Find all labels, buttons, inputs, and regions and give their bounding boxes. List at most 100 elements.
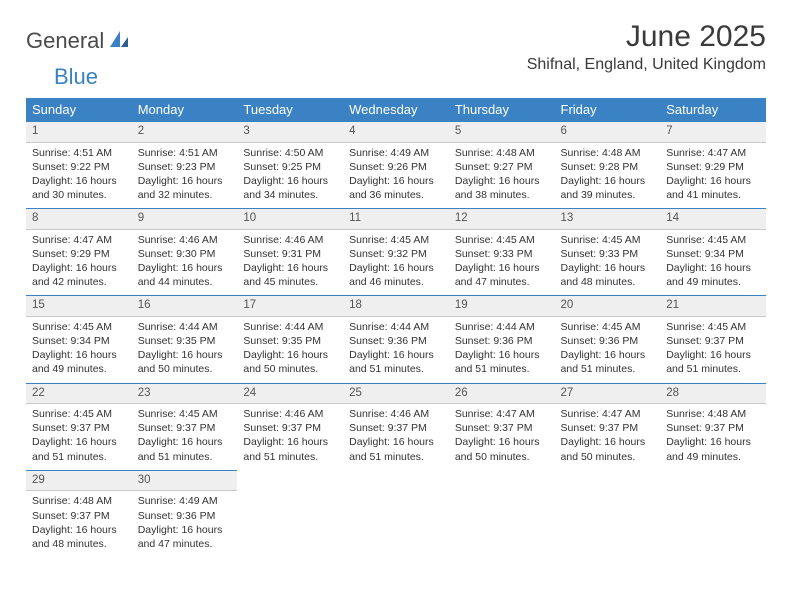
day-number: 15 (26, 295, 132, 317)
sunset-line: Sunset: 9:36 PM (138, 509, 232, 523)
day-body: Sunrise: 4:45 AMSunset: 9:36 PMDaylight:… (555, 317, 661, 383)
calendar-cell: 16Sunrise: 4:44 AMSunset: 9:35 PMDayligh… (132, 295, 238, 382)
day-body: Sunrise: 4:45 AMSunset: 9:34 PMDaylight:… (26, 317, 132, 383)
calendar-cell: 22Sunrise: 4:45 AMSunset: 9:37 PMDayligh… (26, 383, 132, 470)
day-number: 20 (555, 295, 661, 317)
sunset-line: Sunset: 9:23 PM (138, 160, 232, 174)
daylight-line: Daylight: 16 hours and 49 minutes. (666, 261, 760, 289)
daylight-line: Daylight: 16 hours and 48 minutes. (561, 261, 655, 289)
day-number: 11 (343, 208, 449, 230)
day-body: Sunrise: 4:51 AMSunset: 9:22 PMDaylight:… (26, 143, 132, 209)
sunrise-line: Sunrise: 4:45 AM (666, 320, 760, 334)
day-number: 2 (132, 121, 238, 143)
sunrise-line: Sunrise: 4:46 AM (243, 407, 337, 421)
calendar-cell: 23Sunrise: 4:45 AMSunset: 9:37 PMDayligh… (132, 383, 238, 470)
daylight-line: Daylight: 16 hours and 51 minutes. (455, 348, 549, 376)
daylight-line: Daylight: 16 hours and 47 minutes. (138, 523, 232, 551)
day-body: Sunrise: 4:45 AMSunset: 9:33 PMDaylight:… (555, 230, 661, 296)
daylight-line: Daylight: 16 hours and 46 minutes. (349, 261, 443, 289)
day-body: Sunrise: 4:45 AMSunset: 9:37 PMDaylight:… (660, 317, 766, 383)
logo-text-blue: Blue (54, 64, 98, 90)
sunrise-line: Sunrise: 4:47 AM (666, 146, 760, 160)
calendar-cell: 30Sunrise: 4:49 AMSunset: 9:36 PMDayligh… (132, 470, 238, 557)
calendar-cell: 4Sunrise: 4:49 AMSunset: 9:26 PMDaylight… (343, 121, 449, 208)
calendar-cell: 20Sunrise: 4:45 AMSunset: 9:36 PMDayligh… (555, 295, 661, 382)
daylight-line: Daylight: 16 hours and 51 minutes. (32, 435, 126, 463)
calendar-cell: 13Sunrise: 4:45 AMSunset: 9:33 PMDayligh… (555, 208, 661, 295)
daylight-line: Daylight: 16 hours and 49 minutes. (666, 435, 760, 463)
daylight-line: Daylight: 16 hours and 39 minutes. (561, 174, 655, 202)
weekday-header: Thursday (449, 98, 555, 121)
daylight-line: Daylight: 16 hours and 50 minutes. (138, 348, 232, 376)
calendar-cell (237, 470, 343, 557)
calendar-cell (555, 470, 661, 557)
sunset-line: Sunset: 9:37 PM (666, 334, 760, 348)
calendar-cell: 6Sunrise: 4:48 AMSunset: 9:28 PMDaylight… (555, 121, 661, 208)
sunset-line: Sunset: 9:28 PM (561, 160, 655, 174)
calendar-cell: 28Sunrise: 4:48 AMSunset: 9:37 PMDayligh… (660, 383, 766, 470)
calendar-cell (343, 470, 449, 557)
daylight-line: Daylight: 16 hours and 36 minutes. (349, 174, 443, 202)
calendar-row: 1Sunrise: 4:51 AMSunset: 9:22 PMDaylight… (26, 121, 766, 208)
day-body: Sunrise: 4:44 AMSunset: 9:36 PMDaylight:… (449, 317, 555, 383)
day-number: 24 (237, 383, 343, 405)
day-number: 29 (26, 470, 132, 492)
calendar-cell: 5Sunrise: 4:48 AMSunset: 9:27 PMDaylight… (449, 121, 555, 208)
day-number: 3 (237, 121, 343, 143)
daylight-line: Daylight: 16 hours and 48 minutes. (32, 523, 126, 551)
sunrise-line: Sunrise: 4:44 AM (349, 320, 443, 334)
calendar-cell: 10Sunrise: 4:46 AMSunset: 9:31 PMDayligh… (237, 208, 343, 295)
calendar-cell: 11Sunrise: 4:45 AMSunset: 9:32 PMDayligh… (343, 208, 449, 295)
day-body: Sunrise: 4:48 AMSunset: 9:27 PMDaylight:… (449, 143, 555, 209)
day-body: Sunrise: 4:44 AMSunset: 9:35 PMDaylight:… (132, 317, 238, 383)
day-number: 22 (26, 383, 132, 405)
day-body: Sunrise: 4:47 AMSunset: 9:29 PMDaylight:… (26, 230, 132, 296)
daylight-line: Daylight: 16 hours and 38 minutes. (455, 174, 549, 202)
sunrise-line: Sunrise: 4:46 AM (138, 233, 232, 247)
sunset-line: Sunset: 9:36 PM (561, 334, 655, 348)
daylight-line: Daylight: 16 hours and 51 minutes. (561, 348, 655, 376)
daylight-line: Daylight: 16 hours and 47 minutes. (455, 261, 549, 289)
daylight-line: Daylight: 16 hours and 34 minutes. (243, 174, 337, 202)
calendar-row: 29Sunrise: 4:48 AMSunset: 9:37 PMDayligh… (26, 470, 766, 557)
day-number: 9 (132, 208, 238, 230)
sunset-line: Sunset: 9:35 PM (243, 334, 337, 348)
sunset-line: Sunset: 9:33 PM (561, 247, 655, 261)
calendar-cell: 8Sunrise: 4:47 AMSunset: 9:29 PMDaylight… (26, 208, 132, 295)
sunrise-line: Sunrise: 4:45 AM (138, 407, 232, 421)
weekday-header: Wednesday (343, 98, 449, 121)
day-body: Sunrise: 4:45 AMSunset: 9:34 PMDaylight:… (660, 230, 766, 296)
sunset-line: Sunset: 9:34 PM (32, 334, 126, 348)
sunrise-line: Sunrise: 4:48 AM (32, 494, 126, 508)
calendar-cell: 19Sunrise: 4:44 AMSunset: 9:36 PMDayligh… (449, 295, 555, 382)
daylight-line: Daylight: 16 hours and 49 minutes. (32, 348, 126, 376)
day-body: Sunrise: 4:44 AMSunset: 9:35 PMDaylight:… (237, 317, 343, 383)
sunset-line: Sunset: 9:32 PM (349, 247, 443, 261)
day-body: Sunrise: 4:47 AMSunset: 9:37 PMDaylight:… (449, 404, 555, 470)
sunrise-line: Sunrise: 4:45 AM (32, 407, 126, 421)
calendar-cell: 18Sunrise: 4:44 AMSunset: 9:36 PMDayligh… (343, 295, 449, 382)
sunset-line: Sunset: 9:37 PM (561, 421, 655, 435)
weekday-header: Friday (555, 98, 661, 121)
sunset-line: Sunset: 9:37 PM (138, 421, 232, 435)
weekday-header: Tuesday (237, 98, 343, 121)
sunset-line: Sunset: 9:35 PM (138, 334, 232, 348)
calendar-cell: 26Sunrise: 4:47 AMSunset: 9:37 PMDayligh… (449, 383, 555, 470)
day-number: 16 (132, 295, 238, 317)
daylight-line: Daylight: 16 hours and 50 minutes. (243, 348, 337, 376)
calendar-cell: 25Sunrise: 4:46 AMSunset: 9:37 PMDayligh… (343, 383, 449, 470)
sunrise-line: Sunrise: 4:46 AM (349, 407, 443, 421)
sunrise-line: Sunrise: 4:44 AM (455, 320, 549, 334)
day-body: Sunrise: 4:46 AMSunset: 9:37 PMDaylight:… (343, 404, 449, 470)
sunset-line: Sunset: 9:37 PM (455, 421, 549, 435)
sunset-line: Sunset: 9:29 PM (666, 160, 760, 174)
calendar-cell: 29Sunrise: 4:48 AMSunset: 9:37 PMDayligh… (26, 470, 132, 557)
day-body: Sunrise: 4:48 AMSunset: 9:37 PMDaylight:… (26, 491, 132, 557)
day-body: Sunrise: 4:45 AMSunset: 9:33 PMDaylight:… (449, 230, 555, 296)
calendar-row: 15Sunrise: 4:45 AMSunset: 9:34 PMDayligh… (26, 295, 766, 382)
day-number: 18 (343, 295, 449, 317)
daylight-line: Daylight: 16 hours and 51 minutes. (243, 435, 337, 463)
sunset-line: Sunset: 9:31 PM (243, 247, 337, 261)
day-number: 1 (26, 121, 132, 143)
sunrise-line: Sunrise: 4:46 AM (243, 233, 337, 247)
